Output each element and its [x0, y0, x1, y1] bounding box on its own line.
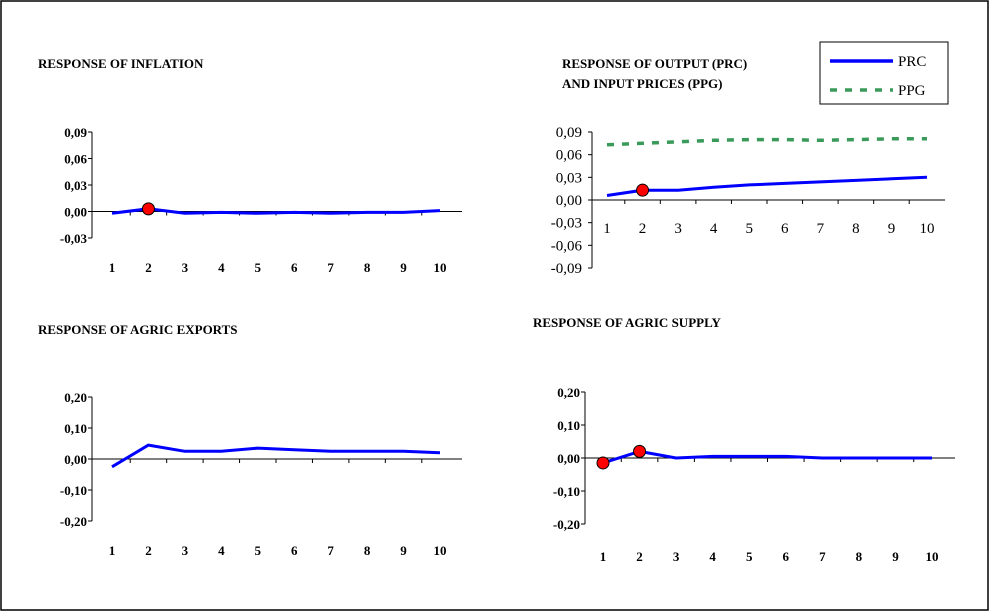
x-tick-label: 8	[852, 221, 860, 237]
y-tick-label: -0,20	[60, 514, 87, 529]
panel-output-prices-title-line-2: AND INPUT PRICES (PPG)	[562, 76, 722, 91]
y-tick-label: -0,10	[60, 483, 87, 498]
y-tick-label: -0,06	[551, 238, 583, 254]
x-tick-label: 8	[856, 549, 863, 564]
x-tick-label: 4	[709, 549, 716, 564]
x-tick-label: 7	[327, 260, 334, 275]
y-tick-label: -0,20	[553, 517, 580, 532]
y-tick-label: 0,10	[64, 421, 87, 436]
y-tick-label: 0,06	[556, 148, 583, 164]
y-tick-label: -0,09	[551, 261, 582, 277]
highlight-marker	[636, 183, 650, 197]
y-tick-label: 0,00	[64, 452, 87, 467]
x-tick-label: 10	[926, 549, 939, 564]
x-tick-label: 1	[109, 543, 116, 558]
panel-output-prices-title-line-1: RESPONSE OF OUTPUT (PRC)	[562, 56, 747, 71]
x-tick-label: 9	[888, 221, 896, 237]
x-tick-label: 2	[145, 260, 152, 275]
y-tick-label: 0,10	[557, 418, 580, 433]
y-tick-label: 0,00	[556, 193, 582, 209]
x-tick-label: 5	[746, 549, 753, 564]
panel-output-prices: RESPONSE OF OUTPUT (PRC) AND INPUT PRICE…	[551, 41, 949, 277]
x-tick-label: 6	[291, 543, 298, 558]
series-line-0	[111, 443, 441, 469]
y-tick-label: 0,03	[64, 178, 87, 193]
y-tick-label: 0,06	[64, 152, 87, 167]
x-tick-label: 7	[327, 543, 334, 558]
panel-inflation: RESPONSE OF INFLATION 0,09 0,06 0,03 0,00 -0…	[38, 56, 462, 275]
x-tick-label: 4	[710, 221, 718, 237]
panel-inflation-plot: 0,09 0,06 0,03 0,00 -0,03 1 2 3 4 5 6 7 8 9 10	[60, 125, 462, 275]
x-tick-label: 8	[364, 543, 371, 558]
x-tick-label: 9	[400, 260, 407, 275]
y-tick-label: 0,03	[556, 170, 582, 186]
panel-inflation-title: RESPONSE OF INFLATION	[38, 56, 204, 71]
x-tick-label: 8	[364, 260, 371, 275]
y-tick-label: 0,00	[64, 205, 87, 220]
panel-agric-supply-title: RESPONSE OF AGRIC SUPPLY	[533, 315, 722, 330]
x-tick-label: 10	[434, 543, 447, 558]
legend: PRC PPG	[819, 41, 949, 105]
x-tick-label: 3	[673, 549, 680, 564]
panel-agric-exports: RESPONSE OF AGRIC EXPORTS 0,20 0,10 0,00 -0…	[38, 322, 462, 558]
panel-output-prices-plot: 0,09 0,06 0,03 0,00 -0,03 -0,06 -0,09 1 2 3 4 5 6 7 8 9…	[551, 125, 945, 277]
y-tick-label: -0,03	[60, 231, 88, 246]
x-tick-label: 9	[400, 543, 407, 558]
series-line-0	[111, 207, 441, 215]
x-tick-label: 7	[819, 549, 826, 564]
panel-agric-supply-plot: 0,20 0,10 0,00 -0,10 -0,20 1 2 3 4 5 6 7 8 9 10	[553, 385, 955, 564]
y-tick-label: 0,00	[557, 451, 580, 466]
y-tick-label: 0,09	[556, 125, 582, 141]
x-tick-label: 1	[109, 260, 116, 275]
highlight-marker	[141, 202, 155, 216]
series-line-0	[602, 449, 932, 465]
series-line-prc	[606, 175, 928, 197]
x-tick-label: 5	[255, 543, 262, 558]
panel-agric-exports-title: RESPONSE OF AGRIC EXPORTS	[38, 322, 238, 337]
x-tick-label: 1	[600, 549, 607, 564]
x-tick-label: 6	[781, 221, 789, 237]
x-tick-label: 5	[255, 260, 262, 275]
x-tick-label: 2	[636, 549, 643, 564]
x-tick-label: 2	[639, 221, 647, 237]
legend-label-ppg: PPG	[898, 83, 926, 99]
x-tick-label: 7	[817, 221, 825, 237]
highlight-marker	[596, 456, 610, 470]
x-tick-label: 2	[145, 543, 152, 558]
x-tick-label: 4	[218, 260, 225, 275]
x-tick-label: 5	[745, 221, 753, 237]
highlight-marker	[633, 444, 647, 458]
x-tick-label: 3	[182, 543, 189, 558]
panel-agric-exports-plot: 0,20 0,10 0,00 -0,10 -0,20 1 2 3 4 5 6 7 8 9 10	[60, 390, 462, 558]
legend-label-prc: PRC	[898, 54, 926, 70]
x-tick-label: 9	[892, 549, 899, 564]
panel-agric-supply: RESPONSE OF AGRIC SUPPLY 0,20 0,10 0,00 -0,…	[533, 315, 955, 564]
x-tick-label: 10	[920, 221, 935, 237]
x-tick-label: 4	[218, 543, 225, 558]
x-tick-label: 6	[783, 549, 790, 564]
y-tick-label: 0,20	[64, 390, 87, 405]
y-tick-label: 0,09	[64, 125, 87, 140]
y-tick-label: -0,03	[551, 216, 582, 232]
x-tick-label: 1	[603, 221, 611, 237]
x-tick-label: 10	[434, 260, 447, 275]
x-tick-label: 3	[674, 221, 682, 237]
y-tick-label: 0,20	[557, 385, 580, 400]
y-tick-label: -0,10	[553, 484, 580, 499]
legend-box	[819, 41, 949, 105]
x-tick-label: 6	[291, 260, 298, 275]
x-tick-label: 3	[182, 260, 189, 275]
